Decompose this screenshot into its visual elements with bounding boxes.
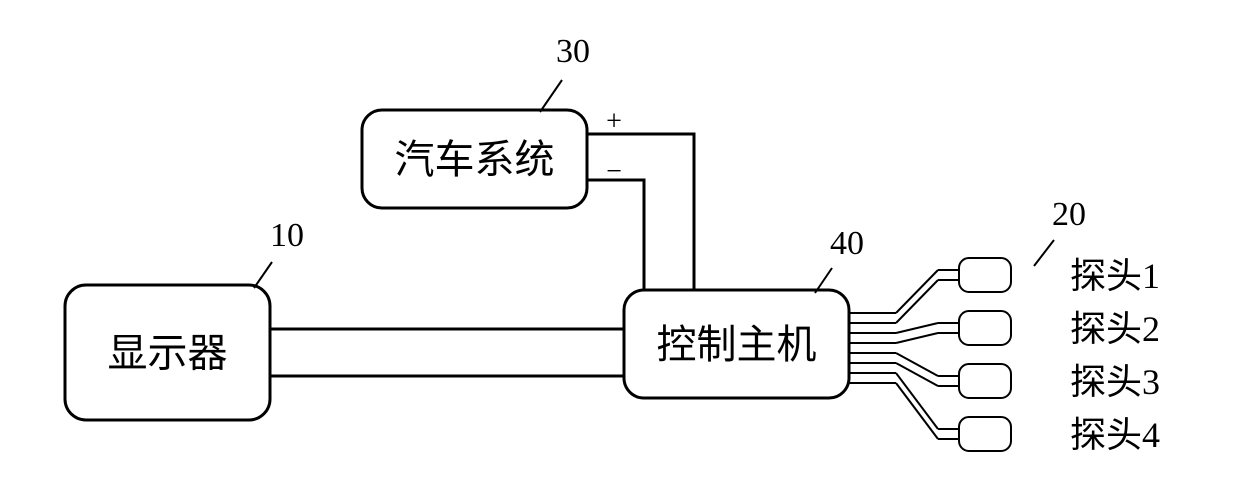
- car-label: 汽车系统: [395, 137, 555, 182]
- car-ref: 30: [556, 33, 590, 70]
- probe-connector: [959, 258, 1011, 292]
- probe-label: 探头1: [1070, 256, 1160, 296]
- car-main-wire-minus: [587, 180, 644, 290]
- main-label: 控制主机: [657, 322, 817, 367]
- polarity-plus: +: [606, 106, 622, 137]
- probe-label: 探头2: [1070, 309, 1160, 349]
- probe-label: 探头4: [1070, 415, 1160, 455]
- probe-label: 探头3: [1070, 362, 1160, 402]
- main-ref: 40: [830, 225, 864, 262]
- polarity-minus: −: [606, 156, 622, 187]
- probe-connector: [959, 311, 1011, 345]
- probes-ref: 20: [1052, 196, 1086, 233]
- display-ref: 10: [270, 217, 304, 254]
- probe-connector: [959, 364, 1011, 398]
- car-main-wire-plus: [587, 134, 694, 290]
- probe-connector: [959, 417, 1011, 451]
- block-diagram: 显示器 10 汽车系统 30 控制主机 40 + − 20 探头1 探头2 探头3 探头4: [0, 0, 1239, 502]
- display-label: 显示器: [108, 331, 228, 376]
